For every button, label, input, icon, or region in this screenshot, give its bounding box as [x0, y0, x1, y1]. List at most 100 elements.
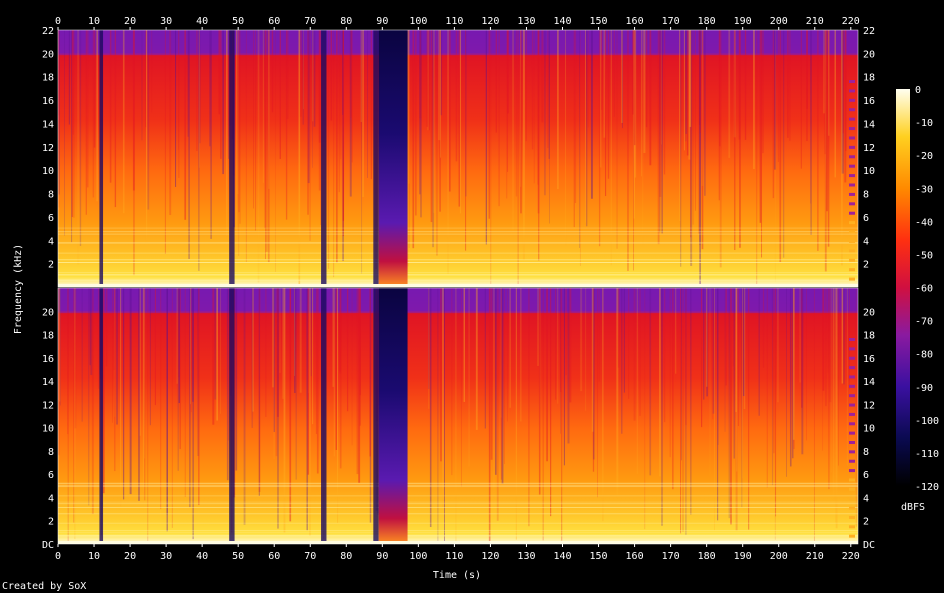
x-tick-label-bottom: 190 [734, 551, 752, 562]
streak [801, 288, 804, 455]
streak [699, 30, 701, 285]
x-tick-label-top: 110 [445, 16, 463, 27]
streak [151, 30, 153, 113]
streak [430, 30, 433, 223]
streak [72, 30, 75, 218]
streak [190, 288, 192, 413]
streak [455, 288, 457, 543]
x-tick-label-top: 40 [196, 16, 208, 27]
harmonic-band [58, 231, 858, 233]
y-tick-label-right: 20 [863, 307, 875, 318]
streak [555, 288, 557, 400]
streak [342, 30, 344, 262]
streak [72, 30, 74, 135]
x-tick-label-bottom: 100 [409, 551, 427, 562]
streak [351, 30, 353, 163]
streak [628, 288, 630, 399]
streak [169, 30, 172, 216]
streak [154, 288, 156, 406]
streak [369, 288, 372, 523]
streak [143, 288, 146, 459]
tail-stripe [848, 534, 855, 538]
streak [733, 288, 735, 459]
x-axis-bottom: 0 10 20 30 40 50 60 70 80 90 100 110 120 130 140 150 160… [55, 544, 860, 562]
harmonic-band [58, 482, 858, 484]
streak [258, 288, 261, 492]
streak [744, 30, 747, 140]
streak [440, 288, 442, 462]
streak [440, 30, 441, 158]
y-tick-label-right: 2 [863, 517, 869, 528]
harmonic-band [58, 272, 858, 274]
streak [525, 30, 527, 142]
streak [299, 30, 302, 117]
harmonic-band [58, 280, 858, 282]
streak [806, 30, 808, 109]
y-tick-label-right: 2 [863, 260, 869, 271]
streak [212, 288, 215, 425]
streak [786, 288, 787, 477]
streak [600, 30, 603, 110]
y-tick-label-left: 14 [42, 119, 54, 130]
streak [690, 30, 693, 266]
harmonic-band [58, 501, 858, 503]
streak [640, 30, 642, 177]
streak [841, 30, 843, 266]
streak [832, 288, 835, 501]
streak [834, 30, 836, 178]
streak [522, 30, 525, 260]
x-tick-label-bottom: 170 [662, 551, 680, 562]
tail-stripe [848, 211, 855, 215]
streak [440, 30, 443, 116]
streak [616, 288, 619, 498]
streak [235, 288, 238, 471]
streak [565, 288, 567, 376]
streak [701, 30, 704, 250]
streak [359, 288, 361, 396]
streak [437, 288, 439, 544]
x-tick-label-bottom: 150 [590, 551, 608, 562]
tail-stripe [848, 412, 855, 416]
x-tick-label-bottom: 90 [376, 551, 388, 562]
streak [351, 288, 353, 446]
tail-stripe [848, 117, 855, 121]
streak [546, 288, 548, 462]
streak [67, 288, 69, 544]
streak [458, 30, 461, 207]
streak [517, 30, 519, 287]
quiet-segment [378, 30, 408, 287]
streak [843, 288, 845, 385]
streak [73, 288, 75, 523]
harmonic-band [58, 486, 858, 488]
x-tick-label-bottom: 110 [445, 551, 463, 562]
tail-stripe [848, 469, 855, 473]
above-cutoff-band [58, 288, 858, 312]
streak [279, 288, 281, 373]
streak [762, 30, 764, 154]
streak [712, 288, 715, 414]
streak [649, 288, 652, 476]
y-tick-label-left: 14 [42, 377, 54, 388]
tail-stripe [848, 155, 855, 159]
streak [560, 288, 562, 392]
streak [495, 30, 497, 133]
streak [333, 30, 335, 278]
tail-stripe [848, 183, 855, 187]
streak [433, 30, 435, 213]
streak [311, 288, 314, 425]
colorbar-tick-label: -60 [915, 284, 933, 295]
streak [700, 288, 703, 428]
quiet-segment [373, 30, 379, 287]
streak [184, 288, 186, 498]
streak [112, 288, 114, 423]
x-tick-label-top: 220 [842, 16, 860, 27]
harmonic-band [58, 262, 858, 264]
streak [177, 288, 179, 471]
streak [340, 30, 342, 160]
quiet-segment [99, 30, 104, 287]
streak [844, 30, 847, 183]
streak [685, 288, 687, 535]
streak [68, 30, 70, 125]
streak [841, 288, 844, 384]
streak [500, 288, 502, 480]
